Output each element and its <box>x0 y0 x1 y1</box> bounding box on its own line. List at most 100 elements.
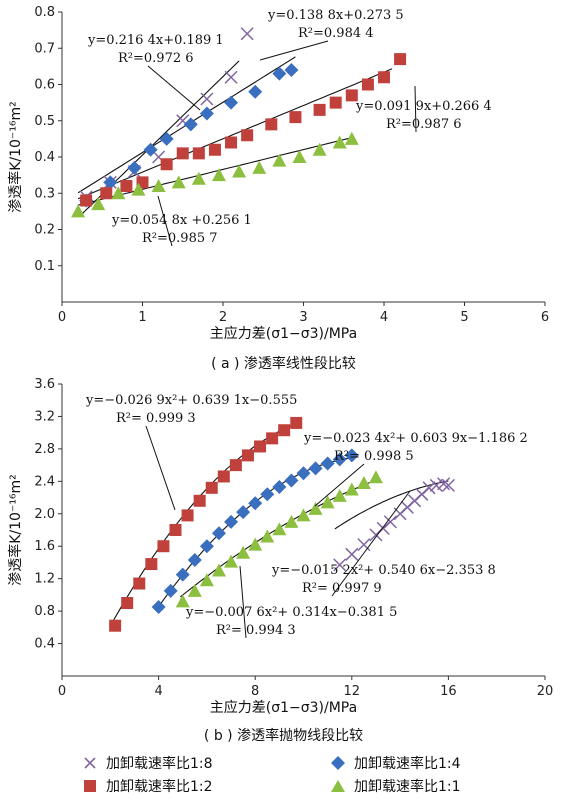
data-point <box>236 545 251 559</box>
x-axis-label: 主应力差(σ1−σ3)/MPa <box>210 325 357 342</box>
data-point <box>345 547 359 561</box>
data-point <box>296 466 311 481</box>
fit-equation: y=−0.015 2x²+ 0.540 6x−2.353 8 <box>271 563 496 578</box>
data-point <box>187 553 202 568</box>
data-point <box>254 440 267 453</box>
x-tick-label: 12 <box>344 684 361 699</box>
data-point <box>169 524 182 536</box>
data-point <box>143 142 158 157</box>
data-point <box>441 478 455 492</box>
annotation-leader <box>147 65 201 111</box>
y-tick-label: 2.4 <box>34 474 55 489</box>
y-tick-label: 2.8 <box>34 442 55 457</box>
legend: 加卸载速率比1:8 加卸载速率比1:4 加卸载速率比1:2 加卸载速率比1:1 <box>60 750 560 798</box>
chart-panel-b: 0 4 8 12 16 20 0.4 0.8 1.2 1.6 2.0 2.4 2.8 3.2 3.6 主应力差… <box>7 377 553 744</box>
data-point <box>133 577 146 590</box>
annotation-leader <box>239 565 247 639</box>
data-point <box>308 461 323 476</box>
annotation-leader <box>314 463 365 507</box>
data-point <box>181 509 194 522</box>
r-squared: R²= 0.997 9 <box>302 581 382 596</box>
data-point <box>292 150 307 163</box>
data-point <box>266 432 279 445</box>
y-tick-label: 3.6 <box>34 377 55 392</box>
data-point <box>289 111 302 124</box>
legend-item-1-4: 加卸载速率比1:4 <box>330 752 461 774</box>
y-tick-label: 0.5 <box>34 114 55 129</box>
annotation-leader <box>414 85 417 133</box>
data-point <box>208 143 221 156</box>
panel-caption: ( a ) 渗透率线性段比较 <box>211 355 356 372</box>
r-squared: R²= 0.994 3 <box>216 623 296 638</box>
r-squared: R²= 0.998 5 <box>334 449 414 464</box>
data-point <box>308 501 323 515</box>
data-point <box>183 117 198 132</box>
x-tick-label: 2 <box>219 310 227 325</box>
data-point <box>193 494 206 507</box>
fit-equation: y=0.138 8x+0.273 5 <box>267 8 404 23</box>
legend-item-1-1: 加卸载速率比1:1 <box>330 775 461 797</box>
data-point <box>345 89 358 102</box>
data-point <box>111 186 126 200</box>
data-point <box>272 522 287 536</box>
data-point <box>265 118 278 131</box>
chart-panel-a: 0 1 2 3 4 5 6 0.1 0.2 0.3 0.4 0.5 0.6 0.7 0.8 主应力差(σ1−σ… <box>7 5 549 372</box>
x-tick-label: 4 <box>380 310 388 325</box>
y-tick-label: 0.4 <box>34 637 55 652</box>
data-point <box>284 473 299 488</box>
y-tick-label: 1.6 <box>34 539 55 554</box>
data-point <box>272 66 287 81</box>
data-point <box>313 103 326 116</box>
data-point <box>332 452 347 467</box>
data-point <box>224 95 239 110</box>
fit-equation: y=0.216 4x+0.189 1 <box>87 33 224 48</box>
fit-line <box>109 422 297 627</box>
y-tick-label: 0.8 <box>34 604 55 619</box>
data-point <box>378 71 390 84</box>
r-squared: R²=0.984 4 <box>298 26 374 41</box>
y-tick-label: 0.7 <box>34 41 55 56</box>
data-point <box>296 508 311 522</box>
x-tick-label: 16 <box>440 684 457 699</box>
data-point <box>272 480 287 495</box>
data-point <box>248 537 263 551</box>
fit-equation: y=−0.007 6x²+ 0.314x−0.381 5 <box>185 605 397 620</box>
data-point <box>332 135 347 149</box>
data-point <box>437 477 451 491</box>
data-point <box>199 573 214 587</box>
x-tick-label: 5 <box>460 310 468 325</box>
data-point <box>284 63 299 77</box>
data-point <box>383 515 397 529</box>
data-point <box>344 482 359 496</box>
data-point <box>260 529 275 543</box>
data-point <box>229 459 242 472</box>
data-point <box>320 456 335 471</box>
data-point <box>211 563 226 577</box>
x-tick-label: 20 <box>537 684 554 699</box>
figure: 0 1 2 3 4 5 60.10.20.30.40.50.60.70.8主应力差(σ1−σ… <box>7 5 553 744</box>
data-point <box>91 197 106 211</box>
data-point <box>120 180 133 192</box>
legend-label: 加卸载速率比1:8 <box>106 756 213 772</box>
data-point <box>394 53 407 66</box>
data-point <box>236 505 251 520</box>
r-squared: R²= 0.999 3 <box>116 411 196 426</box>
data-point <box>71 204 86 218</box>
fit-line <box>77 137 352 206</box>
x-tick-label: 8 <box>251 684 259 699</box>
legend-label: 加卸载速率比1:1 <box>354 779 461 795</box>
legend-item-1-8: 加卸载速率比1:8 <box>82 752 213 774</box>
fit-equation: y=0.091 9x+0.266 4 <box>355 99 492 114</box>
legend-label: 加卸载速率比1:2 <box>106 779 213 795</box>
fit-equation: y=−0.026 9x²+ 0.639 1x−0.555 <box>85 393 297 408</box>
diamond-marker-icon <box>331 756 345 770</box>
x-marker-icon <box>84 757 96 769</box>
data-point <box>260 487 275 502</box>
data-point <box>232 164 247 178</box>
data-point <box>151 179 166 192</box>
data-point <box>192 147 205 160</box>
data-point <box>200 92 214 106</box>
y-tick-label: 3.2 <box>34 409 55 424</box>
annotation-leader <box>259 40 329 61</box>
y-tick-label: 0.4 <box>34 150 55 165</box>
